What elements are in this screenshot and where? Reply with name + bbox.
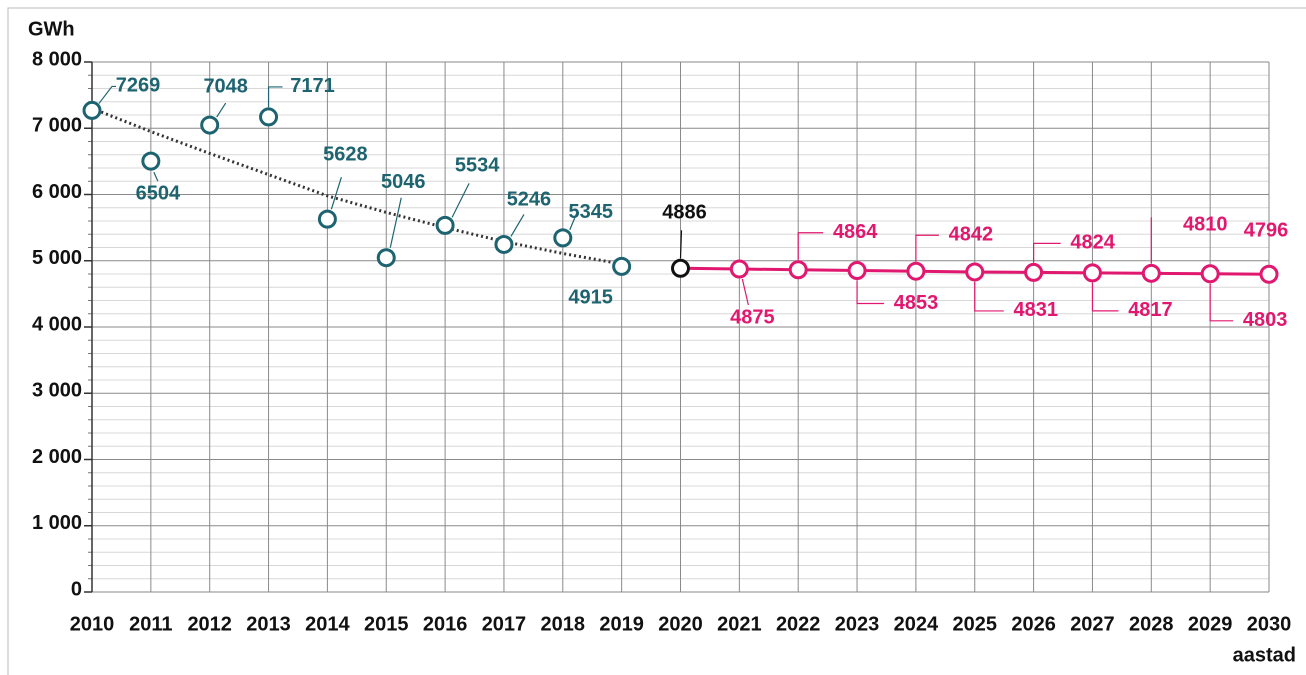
leader-line (797, 232, 824, 260)
x-tick-label: 2025 (953, 613, 998, 635)
x-tick-label: 2013 (246, 613, 291, 635)
point (906, 261, 926, 281)
x-tick-label: 2027 (1070, 613, 1115, 635)
data-label: 5345 (569, 201, 614, 223)
data-label: 4875 (730, 306, 775, 328)
x-tick-label: 2030 (1247, 613, 1292, 635)
leader-line (679, 230, 683, 259)
data-label: 6504 (136, 182, 181, 204)
data-label: 4803 (1243, 309, 1288, 331)
y-tick-label: 6 000 (32, 181, 82, 203)
x-tick-label: 2018 (541, 613, 586, 635)
leader-line (915, 234, 939, 262)
leader-line (451, 183, 470, 218)
y-tick-label: 3 000 (32, 380, 82, 402)
data-label: 5246 (507, 189, 552, 211)
leader-line (1209, 283, 1234, 322)
data-label: 4842 (949, 223, 994, 245)
point (376, 248, 396, 268)
x-tick-label: 2024 (894, 613, 939, 635)
y-tick-label: 7 000 (32, 115, 82, 137)
point (847, 260, 867, 280)
leader-line (510, 214, 525, 237)
x-tick-label: 2022 (776, 613, 821, 635)
y-tick-label: 4 000 (32, 313, 82, 335)
trend-line (91, 106, 622, 266)
point (82, 100, 102, 120)
forecast-line (739, 267, 1270, 276)
leader-line (330, 176, 342, 210)
point (317, 209, 337, 229)
y-tick-label: 0 (71, 578, 82, 600)
x-tick-label: 2011 (129, 613, 172, 635)
leader-line (1091, 282, 1119, 312)
point (1200, 264, 1220, 284)
point (141, 151, 161, 171)
point (1259, 264, 1279, 284)
data-label: 4853 (894, 292, 939, 314)
x-tick-label: 2012 (187, 613, 232, 635)
frame (7, 7, 1306, 675)
point (200, 115, 220, 135)
point (729, 259, 749, 279)
data-label: 4831 (1014, 299, 1059, 321)
data-label: 5534 (455, 155, 500, 177)
x-tick-label: 2023 (835, 613, 880, 635)
point (259, 107, 279, 127)
data-label: 4817 (1128, 299, 1173, 321)
point (553, 228, 573, 248)
x-tick-label: 2026 (1011, 613, 1056, 635)
leader-line (216, 102, 227, 118)
point (1082, 263, 1102, 283)
leader-line (98, 85, 116, 104)
leader-line (1032, 242, 1061, 263)
point (671, 258, 690, 278)
x-tick-label: 2019 (599, 613, 644, 635)
point (494, 234, 514, 254)
leader-line (741, 278, 749, 306)
x-tick-label: 2029 (1188, 613, 1233, 635)
y-tick-label: 1 000 (32, 512, 82, 534)
leader-line (153, 171, 159, 182)
x-tick-label: 2010 (70, 613, 115, 635)
x-tick-label: 2028 (1129, 613, 1174, 635)
x-tick-label: 2021 (717, 613, 762, 635)
data-label: 4864 (833, 221, 878, 243)
point (435, 215, 455, 235)
data-label: 7048 (203, 75, 248, 97)
y-tick-label: 2 000 (32, 446, 82, 468)
data-label: 4796 (1244, 220, 1289, 242)
y-tick-label: 8 000 (32, 48, 82, 70)
point (1141, 263, 1161, 283)
x-tick-label: 2014 (305, 613, 350, 635)
leader-line (974, 281, 1004, 312)
data-label: 7269 (116, 75, 161, 97)
y-axis-label: GWh (28, 18, 75, 40)
data-label: 5046 (381, 171, 426, 193)
point (965, 262, 985, 282)
x-tick-label: 2016 (423, 613, 468, 635)
x-tick-label: 2020 (658, 613, 703, 635)
x-tick-label: 2017 (482, 613, 527, 635)
leader-line (856, 280, 885, 305)
point (1024, 262, 1044, 282)
data-label: 4810 (1183, 214, 1228, 236)
point (612, 256, 632, 276)
data-label: 4886 (662, 202, 707, 224)
y-tick-label: 5 000 (32, 247, 82, 269)
data-label: 7171 (290, 75, 335, 97)
connector-line (680, 266, 740, 271)
data-label: 4915 (568, 287, 613, 309)
leader-line (569, 212, 579, 231)
leader-line (389, 197, 402, 248)
data-label: 4824 (1070, 232, 1115, 254)
leader-line (267, 86, 283, 107)
point (788, 260, 808, 280)
x-axis-label: aastad (1233, 644, 1296, 666)
x-tick-label: 2015 (364, 613, 409, 635)
data-label: 5628 (323, 143, 368, 165)
